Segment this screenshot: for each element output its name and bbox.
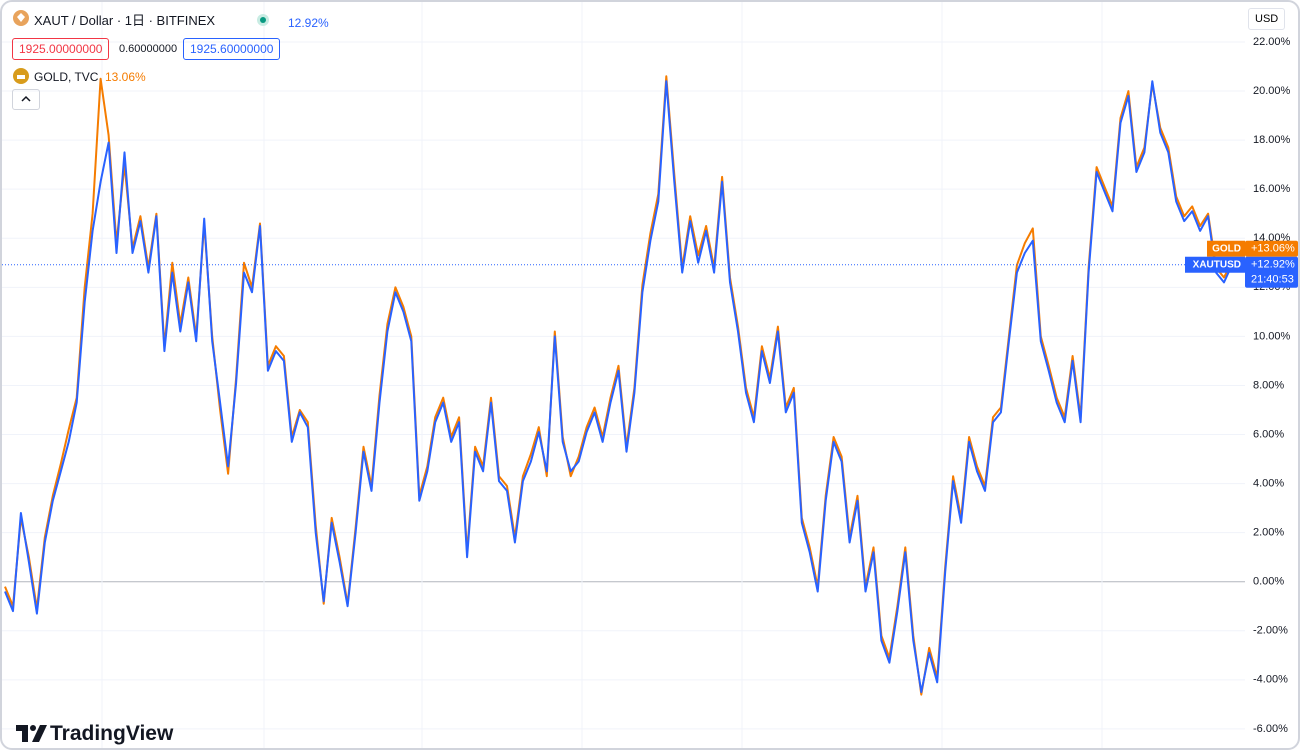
y-tick-label: 20.00%	[1253, 85, 1291, 97]
y-tick-label: -6.00%	[1253, 723, 1288, 735]
price-tag	[1245, 240, 1298, 257]
bid-button[interactable]: 1925.00000000	[12, 38, 110, 60]
symbol-change: 12.92%	[288, 16, 329, 30]
y-tick-label: 22.00%	[1253, 36, 1291, 48]
y-tick-label: -4.00%	[1253, 674, 1288, 686]
compare-symbol: GOLD, TVC	[34, 70, 99, 84]
y-tick-label: 6.00%	[1253, 428, 1284, 440]
series-name: XAUTUSD	[1193, 259, 1241, 270]
compare-change: 13.06%	[105, 70, 146, 84]
price-tag	[1245, 256, 1298, 288]
series-name-tag	[1207, 240, 1245, 257]
price-tag-time: 21:40:53	[1251, 274, 1294, 286]
compare-icon	[13, 68, 29, 84]
symbol-title: XAUT / Dollar · 1日 · BITFINEX	[34, 13, 216, 28]
logo-text: TradingView	[50, 722, 174, 745]
price-tag-label: +13.06%	[1251, 243, 1295, 255]
series-line	[4, 80, 1233, 694]
symbol-icon	[13, 10, 29, 26]
ask-button[interactable]: 1925.60000000	[183, 38, 281, 60]
spread: 0.60000000	[119, 43, 178, 55]
y-tick-label: 4.00%	[1253, 477, 1284, 489]
price-tag-label: +12.92%	[1251, 259, 1295, 271]
y-tick-label: 0.00%	[1253, 576, 1284, 588]
collapse-button[interactable]	[12, 89, 40, 110]
y-tick-label: 16.00%	[1253, 183, 1291, 195]
y-tick-label: -2.00%	[1253, 625, 1288, 637]
currency-selector[interactable]: USD	[1248, 8, 1286, 30]
series-name: GOLD	[1212, 243, 1241, 254]
series-name-tag	[1185, 256, 1245, 273]
y-tick-label: 2.00%	[1253, 527, 1284, 539]
y-tick-label: 18.00%	[1253, 134, 1291, 146]
y-tick-label: 8.00%	[1253, 379, 1284, 391]
logo-icon	[16, 725, 47, 742]
chevron	[21, 95, 31, 102]
market-status[interactable]	[256, 13, 270, 27]
y-tick-label: 10.00%	[1253, 330, 1291, 342]
